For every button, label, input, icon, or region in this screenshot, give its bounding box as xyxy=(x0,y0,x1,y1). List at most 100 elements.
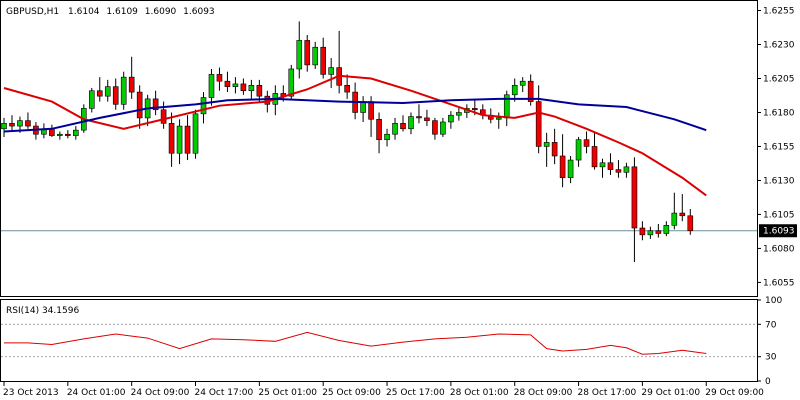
time-axis: 23 Oct 2013 24 Oct 01:00 24 Oct 09:00 24 Oc… xyxy=(3,381,764,398)
candle-down xyxy=(583,139,590,147)
current-price-badge: 1.6093 xyxy=(759,224,797,238)
price-tick-label: 1.6080 xyxy=(763,244,795,254)
candle-up xyxy=(408,116,414,130)
candle-up xyxy=(567,159,574,179)
candle-up xyxy=(384,133,390,140)
candle-down xyxy=(240,83,247,92)
candle-up xyxy=(88,90,95,109)
candle-down xyxy=(152,98,159,111)
time-tick-label: 28 Oct 01:00 xyxy=(450,388,509,398)
time-tick-label: 24 Oct 17:00 xyxy=(195,388,254,398)
ohlc-low: 1.6090 xyxy=(145,7,177,17)
moving-averages xyxy=(3,74,707,197)
candle-down xyxy=(96,90,103,97)
candle-down xyxy=(631,166,638,229)
time-tick-label: 24 Oct 01:00 xyxy=(67,388,126,398)
candle-up xyxy=(200,97,207,115)
candle-up xyxy=(448,114,454,123)
candle-up xyxy=(1,123,7,130)
candle-up xyxy=(288,68,295,97)
ohlc-open: 1.6104 xyxy=(68,7,100,17)
candle-up xyxy=(192,113,199,154)
price-axis: 1.6255 1.6230 1.6205 1.6180 1.6155 1.6130 1.61… xyxy=(757,7,795,288)
candle-up xyxy=(440,121,446,135)
candle-down xyxy=(344,84,350,93)
price-tick-label: 1.6055 xyxy=(763,278,795,288)
candle-down xyxy=(224,80,231,87)
time-tick-label: 25 Oct 01:00 xyxy=(258,388,317,398)
time-tick-label: 29 Oct 01:00 xyxy=(641,388,700,398)
price-tick-label: 1.6130 xyxy=(763,176,795,186)
candle-down xyxy=(256,84,263,97)
time-tick-label: 28 Oct 09:00 xyxy=(514,388,573,398)
time-tick-label: 28 Oct 17:00 xyxy=(578,388,637,398)
candle-down xyxy=(168,123,175,154)
candle-down xyxy=(559,155,566,179)
candle-down xyxy=(687,215,694,232)
candle-up xyxy=(248,84,255,92)
ohlc-close: 1.6093 xyxy=(183,7,215,17)
rsi-tick-label: 0 xyxy=(765,377,771,387)
candle-up xyxy=(360,101,366,113)
candle-up xyxy=(495,117,502,120)
candle-up xyxy=(17,120,23,127)
candle-down xyxy=(535,101,542,147)
candle-down xyxy=(400,123,406,130)
time-tick-label: 24 Oct 09:00 xyxy=(131,388,190,398)
candle-down xyxy=(320,46,327,75)
rsi-tick-label: 70 xyxy=(765,320,777,330)
candle-down xyxy=(416,116,422,119)
candle-up xyxy=(176,125,183,154)
candle-up xyxy=(543,142,550,147)
candle-down xyxy=(615,169,622,173)
candle-up xyxy=(511,84,518,96)
candle-down xyxy=(655,230,662,234)
candle-down xyxy=(527,80,534,102)
candle-up xyxy=(392,123,398,135)
rsi-series xyxy=(4,331,707,355)
time-tick-label: 29 Oct 09:00 xyxy=(705,388,764,398)
candle-down xyxy=(160,109,167,124)
candle-up xyxy=(296,40,303,70)
candle-up xyxy=(671,212,678,226)
candle-up xyxy=(328,67,334,75)
price-tick-label: 1.6205 xyxy=(763,74,795,84)
ma-slow xyxy=(3,97,707,133)
candle-up xyxy=(663,225,670,234)
candle-down xyxy=(112,86,119,105)
candle-down xyxy=(607,162,614,170)
candle-down xyxy=(368,101,374,120)
candle-up xyxy=(599,162,606,168)
price-tick-label: 1.6105 xyxy=(763,210,795,220)
symbol-label: GBPUSD,H1 xyxy=(6,7,59,17)
rsi-panel xyxy=(0,299,758,382)
candle-up xyxy=(312,46,319,66)
rsi-axis: 100 70 30 0 xyxy=(757,296,782,387)
candle-down xyxy=(639,227,646,236)
ohlc-high: 1.6109 xyxy=(106,7,138,17)
price-tick-label: 1.6155 xyxy=(763,142,795,152)
candle-up xyxy=(104,86,111,97)
ma-fast xyxy=(3,74,707,197)
rsi-title: RSI(14) 34.1596 xyxy=(6,306,79,316)
rsi-tick-label: 100 xyxy=(765,296,782,306)
time-tick-label: 25 Oct 09:00 xyxy=(322,388,381,398)
candle-up xyxy=(208,74,215,98)
candle-up xyxy=(519,80,526,86)
candle-down xyxy=(432,120,438,135)
candle-up xyxy=(623,166,630,173)
candle-down xyxy=(128,76,135,93)
candle-down xyxy=(136,91,143,119)
candle-down xyxy=(25,120,31,127)
candle-up xyxy=(232,83,239,87)
candle-up xyxy=(120,76,127,105)
candle-up xyxy=(57,133,63,136)
candle-up xyxy=(456,112,462,116)
current-price-label: 1.6093 xyxy=(763,227,795,237)
price-tick-label: 1.6230 xyxy=(763,41,795,51)
price-tick-label: 1.6255 xyxy=(763,7,795,17)
candle-down xyxy=(216,74,223,82)
candle-down xyxy=(304,40,311,66)
candle-down xyxy=(551,142,558,157)
